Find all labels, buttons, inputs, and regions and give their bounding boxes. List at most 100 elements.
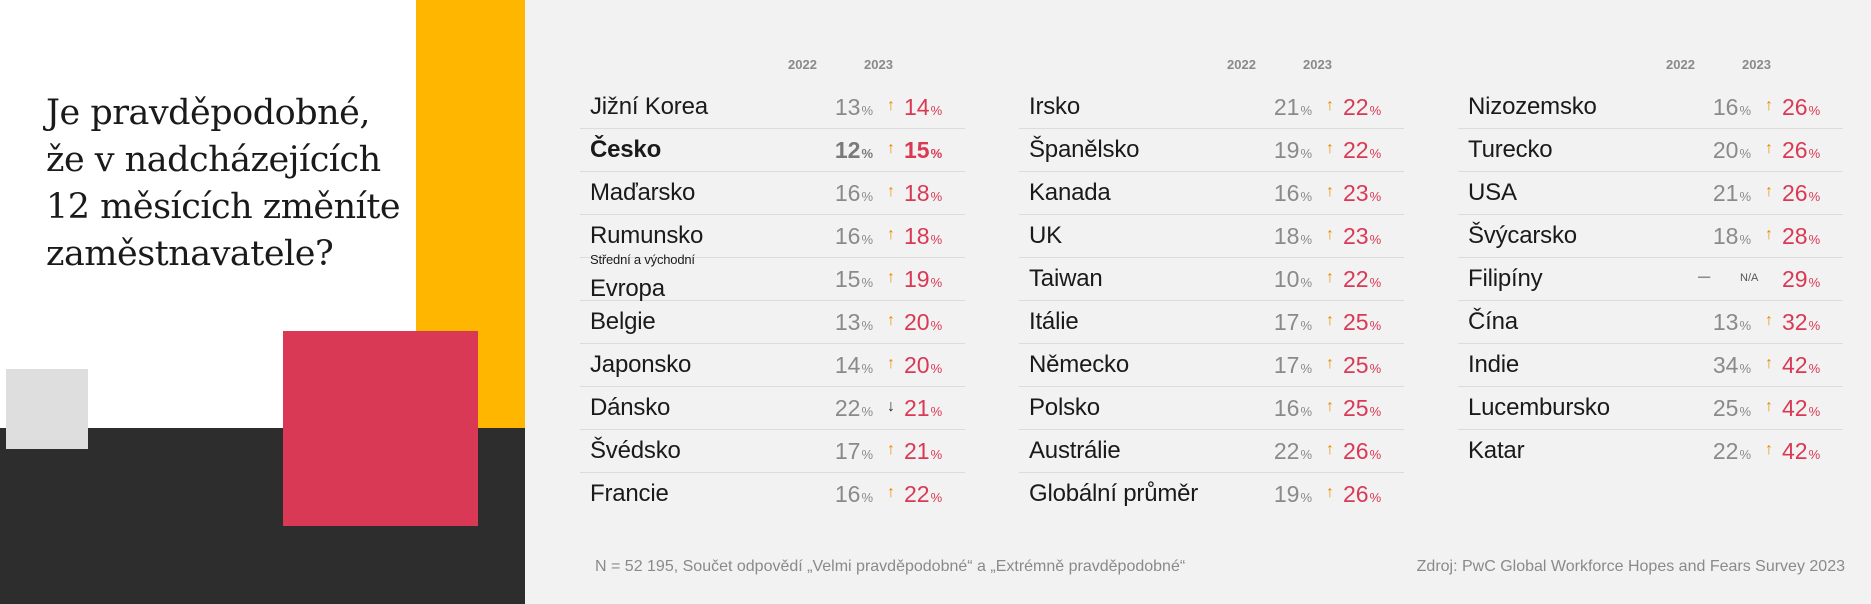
value-2023: 29%: [1782, 266, 1820, 293]
table-row: Taiwan 10% ↑ 22%: [1019, 258, 1404, 301]
percent-sign: %: [1300, 361, 1312, 376]
table-row: Filipíny – N/A 29%: [1458, 258, 1843, 301]
arrow-up-icon: ↑: [887, 183, 895, 200]
value-2023-number: 25: [1343, 395, 1369, 421]
percent-sign: %: [1808, 361, 1821, 376]
arrow-up-icon: ↑: [1765, 441, 1773, 458]
value-2023-number: 14: [904, 94, 930, 120]
value-2023: 19%: [904, 266, 942, 293]
value-2022: 17%: [835, 438, 873, 465]
table-row: Globální průměr 19% ↑ 26%: [1019, 473, 1404, 515]
percent-sign: %: [1369, 189, 1382, 204]
value-2023: 25%: [1343, 352, 1381, 379]
percent-sign: %: [1739, 232, 1751, 247]
percent-sign: %: [1808, 103, 1821, 118]
table-rows: Jižní Korea 13% ↑ 14% Česko 12% ↑ 15% Maďarsko 16…: [580, 86, 965, 515]
table-rows: Irsko 21% ↑ 22% Španělsko 19% ↑ 22% Kanada 16% ↑ 23…: [1019, 86, 1404, 515]
value-2022-number: 18: [1712, 223, 1739, 249]
table-row: Lucembursko 25% ↑ 42%: [1458, 387, 1843, 430]
table-row: Střední a východní Evropa 15% ↑ 19%: [580, 252, 965, 302]
percent-sign: %: [930, 275, 943, 290]
value-2022-number: 25: [1712, 395, 1739, 421]
value-2022: 22%: [835, 395, 873, 422]
country-label: Švýcarsko: [1468, 222, 1577, 249]
percent-sign: %: [930, 103, 943, 118]
value-2022-number: 34: [1712, 352, 1739, 378]
country-label: Německo: [1029, 351, 1129, 378]
value-2022-number: 17: [1273, 309, 1300, 335]
value-2023-number: 19: [904, 266, 930, 292]
percent-sign: %: [861, 146, 873, 161]
value-2023: 18%: [904, 180, 942, 207]
table-row: Irsko 21% ↑ 22%: [1019, 86, 1404, 129]
country-label: Belgie: [590, 308, 656, 335]
percent-sign: %: [1808, 318, 1821, 333]
percent-sign: %: [1369, 490, 1382, 505]
value-2023-number: 21: [904, 395, 930, 421]
value-2022-number: 17: [1273, 352, 1300, 378]
percent-sign: %: [930, 490, 943, 505]
footnote: N = 52 195, Součet odpovědí „Velmi pravd…: [595, 558, 1186, 575]
percent-sign: %: [1369, 404, 1382, 419]
table-row: Maďarsko 16% ↑ 18%: [580, 172, 965, 215]
country-label: Austrálie: [1029, 437, 1121, 464]
value-2022-number: 19: [1273, 137, 1300, 163]
percent-sign: %: [1369, 103, 1382, 118]
percent-sign: %: [1808, 146, 1821, 161]
value-2023-number: 20: [904, 309, 930, 335]
year-header-2023: 2023: [1303, 57, 1332, 72]
value-2022: 22%: [1713, 438, 1751, 465]
country-label: USA: [1468, 179, 1517, 206]
value-2022-number: 19: [1273, 481, 1300, 507]
country-label: Globální průměr: [1029, 480, 1199, 507]
country-label: Jižní Korea: [590, 93, 708, 120]
value-2023-number: 21: [904, 438, 930, 464]
table-row: Polsko 16% ↑ 25%: [1019, 387, 1404, 430]
percent-sign: %: [861, 103, 873, 118]
value-2023-number: 25: [1343, 352, 1369, 378]
country-label: Taiwan: [1029, 265, 1103, 292]
value-2022-number: 13: [834, 309, 861, 335]
value-2022-number: 14: [834, 352, 861, 378]
percent-sign: %: [1739, 361, 1751, 376]
percent-sign: %: [861, 447, 873, 462]
value-2022-number: 15: [834, 266, 861, 292]
percent-sign: %: [861, 490, 873, 505]
arrow-up-icon: ↑: [1326, 269, 1334, 286]
table-row: Německo 17% ↑ 25%: [1019, 344, 1404, 387]
value-2023-number: 22: [1343, 137, 1369, 163]
value-2023-number: 23: [1343, 223, 1369, 249]
country-label: Polsko: [1029, 394, 1100, 421]
value-2023: 22%: [1343, 94, 1381, 121]
value-2022: 25%: [1713, 395, 1751, 422]
percent-sign: %: [1300, 404, 1312, 419]
percent-sign: %: [861, 318, 873, 333]
value-2023: 25%: [1343, 309, 1381, 336]
table-row: Turecko 20% ↑ 26%: [1458, 129, 1843, 172]
value-2023: 15%: [904, 137, 942, 164]
value-2022-number: 21: [1712, 180, 1739, 206]
country-label: Turecko: [1468, 136, 1553, 163]
percent-sign: %: [1300, 103, 1312, 118]
value-2023: 20%: [904, 309, 942, 336]
value-2022-number: 21: [1273, 94, 1300, 120]
value-2022: 16%: [1274, 395, 1312, 422]
value-2023: 18%: [904, 223, 942, 250]
value-2022-number: 16: [834, 481, 861, 507]
percent-sign: %: [1300, 146, 1312, 161]
table-row: Belgie 13% ↑ 20%: [580, 301, 965, 344]
country-label: Česko: [590, 136, 662, 163]
country-label: Maďarsko: [590, 179, 696, 206]
value-2023: 26%: [1343, 438, 1381, 465]
value-2022: 13%: [835, 94, 873, 121]
value-2022: 16%: [1274, 180, 1312, 207]
percent-sign: %: [1739, 318, 1751, 333]
value-2022-number: 18: [1273, 223, 1300, 249]
arrow-up-icon: ↑: [1326, 355, 1334, 372]
value-2023: 42%: [1782, 438, 1820, 465]
value-2022: 20%: [1713, 137, 1751, 164]
value-2022: 15%: [835, 266, 873, 293]
value-2022: 22%: [1274, 438, 1312, 465]
percent-sign: %: [1739, 146, 1751, 161]
percent-sign: %: [930, 318, 943, 333]
